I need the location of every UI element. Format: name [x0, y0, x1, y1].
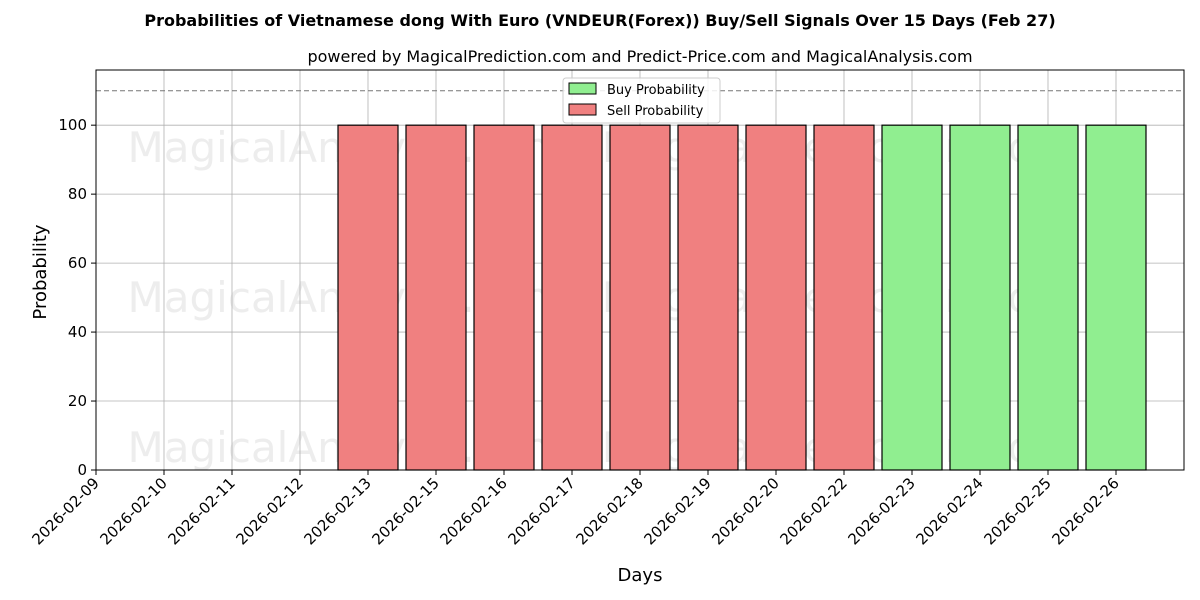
- legend: Buy Probability Sell Probability: [562, 77, 721, 124]
- y-tick-label: 20: [68, 392, 87, 410]
- buy-bar: [1085, 124, 1147, 471]
- x-tick-label: 2026-02-23: [844, 474, 918, 548]
- x-tick-label: 2026-02-22: [776, 474, 850, 548]
- y-tick-label: 0: [77, 461, 87, 479]
- sell-bar: [813, 124, 875, 471]
- chart-subtitle: powered by MagicalPrediction.com and Pre…: [307, 47, 972, 66]
- legend-swatch-sell: [568, 103, 597, 116]
- x-tick-label: 2026-02-13: [300, 474, 374, 548]
- x-axis-label: Days: [618, 565, 663, 586]
- y-tick-label: 40: [68, 323, 87, 341]
- x-tick-label: 2026-02-20: [708, 474, 782, 548]
- x-tick-label: 2026-02-24: [912, 474, 986, 548]
- y-tick-label: 80: [68, 185, 87, 203]
- sell-bar: [337, 124, 399, 471]
- buy-bar: [1017, 124, 1079, 471]
- sell-bar: [677, 124, 739, 471]
- legend-label: Buy Probability: [607, 83, 705, 98]
- x-tick-label: 2026-02-26: [1048, 474, 1122, 548]
- bar-layer: [337, 124, 1147, 471]
- x-tick-label: 2026-02-17: [504, 474, 578, 548]
- x-tick-label: 2026-02-10: [96, 474, 170, 548]
- x-axis-ticks: 2026-02-092026-02-102026-02-112026-02-12…: [28, 470, 1123, 548]
- y-axis-label: Probability: [30, 224, 51, 319]
- sell-bar: [473, 124, 535, 471]
- legend-swatch-buy: [568, 82, 597, 95]
- chart-title: Probabilities of Vietnamese dong With Eu…: [144, 11, 1055, 30]
- sell-bar: [405, 124, 467, 471]
- legend-label: Sell Probability: [607, 104, 704, 119]
- y-tick-label: 100: [58, 116, 87, 134]
- x-tick-label: 2026-02-15: [368, 474, 442, 548]
- x-tick-label: 2026-02-16: [436, 474, 510, 548]
- buy-bar: [949, 124, 1011, 471]
- sell-bar: [609, 124, 671, 471]
- x-tick-label: 2026-02-12: [232, 474, 306, 548]
- x-tick-label: 2026-02-18: [572, 474, 646, 548]
- x-tick-label: 2026-02-11: [164, 474, 238, 548]
- x-tick-label: 2026-02-25: [980, 474, 1054, 548]
- buy-bar: [881, 124, 943, 471]
- sell-bar: [541, 124, 603, 471]
- x-tick-label: 2026-02-19: [640, 474, 714, 548]
- y-tick-label: 60: [68, 254, 87, 272]
- y-axis-ticks: 0 20 40 60 80 100: [58, 116, 96, 479]
- x-tick-label: 2026-02-09: [28, 474, 102, 548]
- sell-bar: [745, 124, 807, 471]
- legend-box: [562, 77, 721, 124]
